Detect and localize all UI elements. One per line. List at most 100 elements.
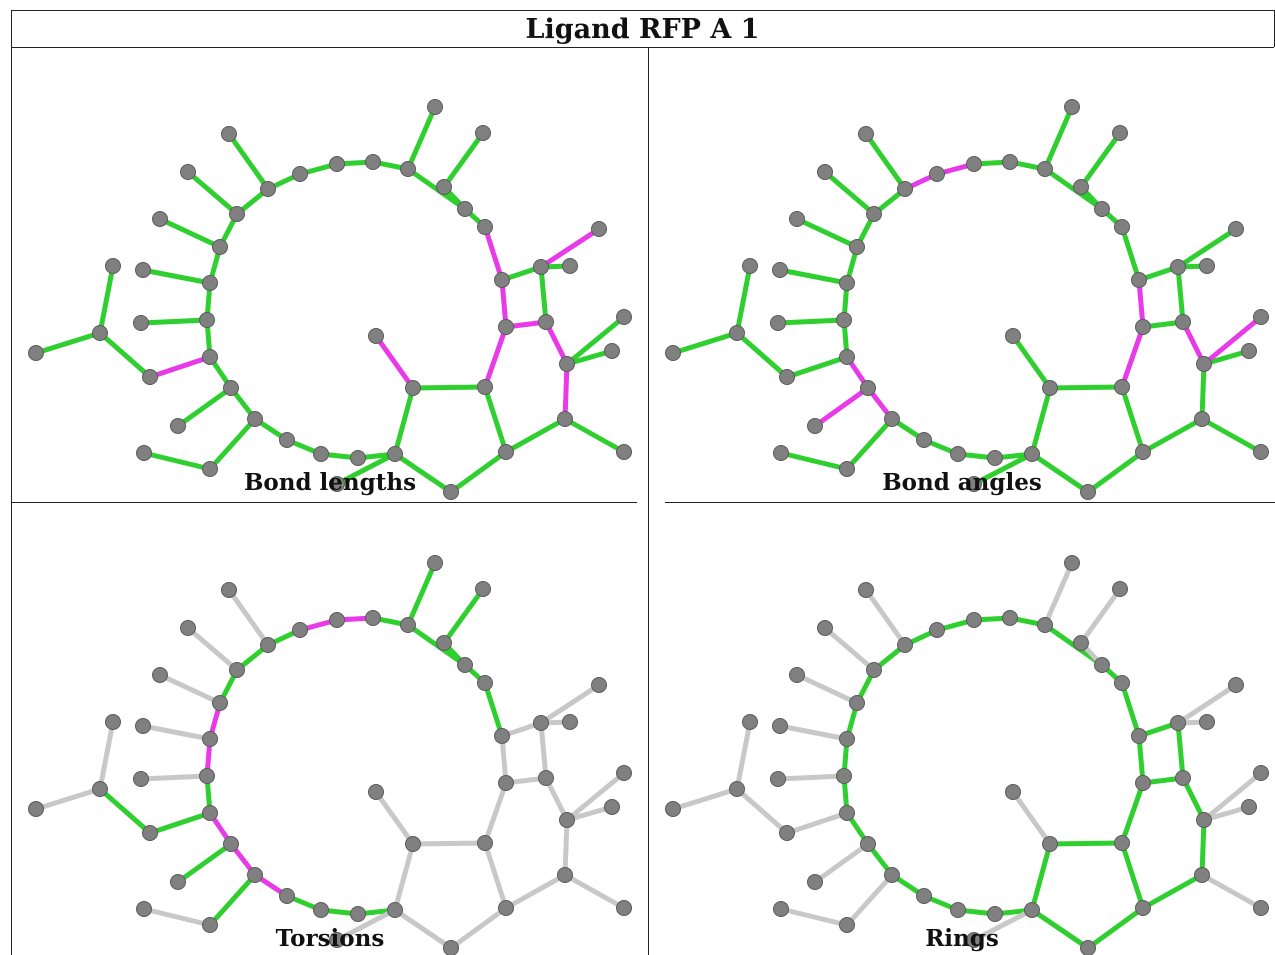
atom-39: [180, 164, 196, 180]
atom-25: [591, 677, 607, 693]
bond-8-41: [140, 267, 213, 286]
bond-17-16: [392, 385, 416, 457]
bond-17-16: [392, 841, 416, 913]
bond-17-33: [373, 789, 416, 847]
atom-2: [1002, 610, 1018, 626]
panel-bond-lengths: Bond lengths: [12, 47, 648, 502]
atom-2: [365, 610, 381, 626]
atom-7: [849, 239, 865, 255]
atom-26: [533, 715, 549, 731]
atom-9: [836, 312, 852, 328]
atom-42: [133, 315, 149, 331]
bond-31-30: [448, 449, 509, 495]
bond-26-25: [538, 226, 602, 270]
atom-26: [1170, 259, 1186, 275]
bond-21-20: [482, 224, 505, 283]
bond-29-37: [562, 872, 627, 911]
atom-20: [1131, 272, 1147, 288]
bond-10-43: [147, 354, 213, 380]
bond-44-46: [97, 719, 116, 792]
bond-11-47: [812, 385, 871, 429]
atom-30: [1135, 444, 1151, 460]
bond-23-24: [1078, 130, 1123, 190]
atom-24: [475, 581, 491, 597]
atom-28: [559, 812, 575, 828]
bond-31-30: [1085, 905, 1146, 951]
atom-2: [1002, 154, 1018, 170]
bond-16-32: [971, 907, 1035, 943]
atom-30: [498, 444, 514, 460]
atom-42: [770, 315, 786, 331]
bond-49-48: [778, 450, 850, 472]
atom-1: [400, 161, 416, 177]
atom-6: [229, 206, 245, 222]
atom-1: [1037, 161, 1053, 177]
bond-8-41: [777, 267, 850, 286]
bond-5-38: [863, 131, 908, 192]
atom-46: [742, 714, 758, 730]
bond-0-1: [405, 104, 438, 172]
bond-21-20: [482, 680, 505, 739]
atom-42: [770, 771, 786, 787]
atom-22: [457, 657, 473, 673]
atom-27: [1175, 314, 1191, 330]
atom-41: [135, 718, 151, 734]
atom-10: [839, 349, 855, 365]
atom-40: [152, 211, 168, 227]
bond-10-43: [784, 354, 850, 380]
bond-18-17: [410, 384, 488, 391]
bond-18-17: [410, 840, 488, 847]
bond-17-33: [1010, 789, 1053, 847]
atom-3: [966, 612, 982, 628]
atom-42: [133, 771, 149, 787]
atom-24: [475, 125, 491, 141]
atom-32: [329, 476, 345, 492]
bond-16-32: [334, 907, 398, 943]
caption-bond-angles: Bond angles: [882, 469, 1042, 496]
bond-16-31: [392, 451, 454, 495]
atom-12: [247, 867, 263, 883]
bond-27-26: [538, 264, 549, 325]
bond-43-44: [97, 786, 153, 836]
atom-23: [436, 179, 452, 195]
atom-36: [1253, 309, 1269, 325]
atom-17: [405, 380, 421, 396]
bond-29-28: [562, 817, 570, 878]
bond-29-28: [1199, 361, 1207, 422]
bond-28-36: [1201, 770, 1264, 823]
atom-25: [1228, 221, 1244, 237]
atom-39: [180, 620, 196, 636]
atom-19: [1135, 319, 1151, 335]
bond-11-47: [175, 385, 234, 429]
bond-17-16: [1029, 841, 1053, 913]
panel-torsions: Torsions: [12, 503, 648, 955]
bond-30-18: [482, 384, 509, 455]
bond-29-28: [562, 361, 570, 422]
atom-17: [1042, 836, 1058, 852]
bond-43-44: [734, 330, 790, 380]
bond-44-46: [734, 719, 753, 792]
bond-11-47: [175, 841, 234, 885]
atom-16: [387, 902, 403, 918]
atom-0: [1064, 99, 1080, 115]
atom-38: [221, 126, 237, 142]
atom-22: [1094, 657, 1110, 673]
bond-27-26: [1175, 720, 1186, 781]
bond-30-18: [1119, 840, 1146, 911]
atom-39: [817, 164, 833, 180]
bond-0-1: [1042, 560, 1075, 628]
bond-16-32: [971, 451, 1035, 487]
atom-44: [92, 325, 108, 341]
atom-8: [202, 275, 218, 291]
atom-20: [494, 728, 510, 744]
atom-19: [498, 319, 514, 335]
atom-27: [538, 770, 554, 786]
bond-29-37: [562, 416, 627, 455]
atom-20: [1131, 728, 1147, 744]
atom-40: [789, 667, 805, 683]
atom-22: [1094, 201, 1110, 217]
bond-28-36: [1201, 314, 1264, 367]
atom-31: [1080, 484, 1096, 500]
atom-10: [202, 805, 218, 821]
